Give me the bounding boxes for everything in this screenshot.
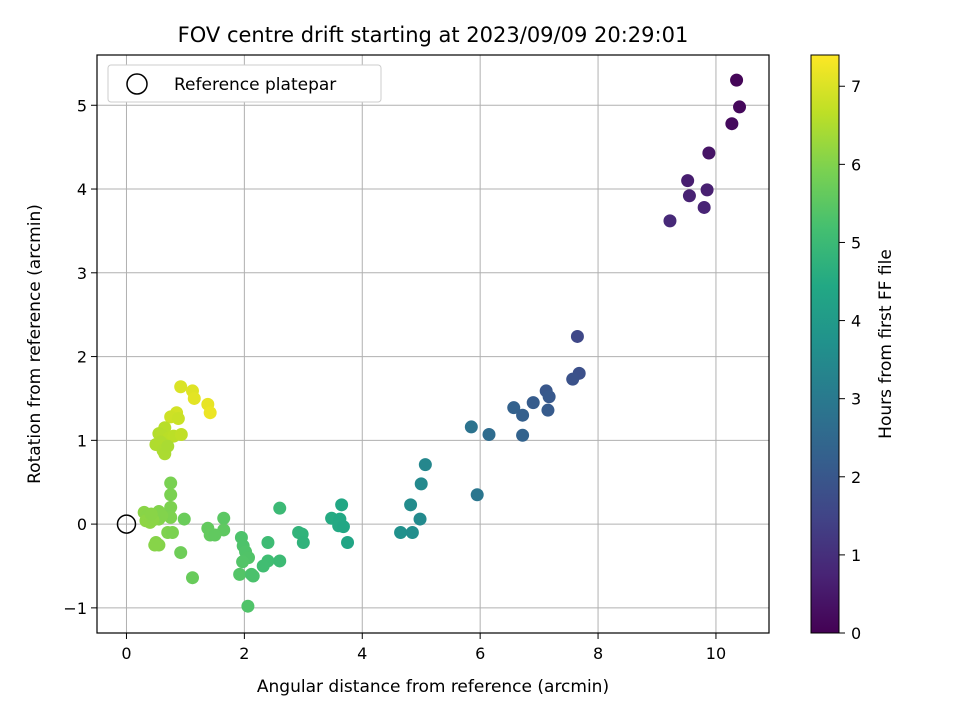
data-point <box>336 520 350 534</box>
y-axis-ticks: −1 0 1 2 3 4 5 <box>63 96 97 618</box>
data-point <box>144 507 158 521</box>
legend: Reference platepar <box>107 64 382 103</box>
data-point <box>335 498 349 512</box>
legend-label: Reference platepar <box>174 75 336 95</box>
x-axis-label: Angular distance from reference (arcmin) <box>257 677 609 697</box>
data-point <box>418 458 432 472</box>
data-point <box>296 536 310 550</box>
data-point <box>164 476 178 490</box>
y-tick-label: 5 <box>77 96 87 115</box>
data-point <box>203 406 217 420</box>
colorbar-tick-label: 7 <box>851 77 861 96</box>
data-point <box>702 146 716 160</box>
colorbar-tick-label: 2 <box>851 468 861 487</box>
y-tick-label: 0 <box>77 515 87 534</box>
data-point <box>233 567 247 581</box>
reference-point-marker <box>116 514 137 534</box>
data-point <box>730 73 744 87</box>
data-point <box>566 372 580 386</box>
colorbar-tick-label: 5 <box>851 233 861 252</box>
data-point <box>165 525 179 539</box>
data-point <box>542 390 556 404</box>
data-point <box>516 408 530 422</box>
data-point <box>261 536 275 550</box>
data-point <box>697 200 711 214</box>
legend-box <box>107 64 382 103</box>
data-point <box>394 525 408 539</box>
data-point <box>161 439 175 453</box>
x-tick-label: 6 <box>475 644 485 663</box>
data-point <box>148 538 162 552</box>
data-point <box>177 512 191 526</box>
x-tick-label: 4 <box>357 644 367 663</box>
y-tick-label: 2 <box>77 348 87 367</box>
data-point <box>241 599 255 613</box>
data-point <box>725 117 739 131</box>
data-point <box>341 536 355 550</box>
data-point <box>164 500 178 514</box>
data-point <box>174 380 188 394</box>
y-tick-label: 3 <box>77 264 87 283</box>
colorbar-tick-label: 4 <box>851 312 861 331</box>
y-axis-label: Rotation from reference (arcmin) <box>25 204 45 484</box>
data-point <box>663 214 677 228</box>
scatter-points <box>137 73 747 613</box>
data-point <box>482 427 496 441</box>
x-tick-label: 8 <box>593 644 603 663</box>
data-point <box>526 396 540 410</box>
data-point <box>164 488 178 502</box>
colorbar-tick-label: 3 <box>851 390 861 409</box>
data-point <box>682 189 696 203</box>
data-point <box>700 183 714 197</box>
data-point <box>246 569 260 583</box>
colorbar-label: Hours from first FF file <box>876 249 896 439</box>
data-point <box>273 554 287 568</box>
chart-title: FOV centre drift starting at 2023/09/09 … <box>178 23 689 47</box>
data-point <box>464 420 478 434</box>
data-point <box>733 100 747 114</box>
data-point <box>681 174 695 188</box>
data-point <box>208 528 222 542</box>
x-tick-label: 2 <box>239 644 249 663</box>
data-point <box>507 401 521 415</box>
data-point <box>236 555 250 569</box>
data-point <box>217 511 231 525</box>
colorbar-tick-label: 6 <box>851 155 861 174</box>
data-point <box>185 571 199 585</box>
data-point <box>516 428 530 442</box>
colorbar <box>810 54 840 634</box>
grid-lines <box>97 55 769 633</box>
data-point <box>187 391 201 405</box>
y-tick-label: −1 <box>63 599 87 618</box>
data-point <box>171 412 185 426</box>
y-tick-label: 1 <box>77 431 87 450</box>
plot-frame <box>96 54 770 634</box>
data-point <box>470 488 484 502</box>
data-point <box>256 559 270 573</box>
x-tick-label: 10 <box>706 644 726 663</box>
legend-marker <box>126 73 148 95</box>
data-point <box>570 329 584 343</box>
colorbar-ticks: 0 1 2 3 4 5 6 7 <box>839 77 861 643</box>
colorbar-tick-label: 1 <box>851 546 861 565</box>
colorbar-tick-label: 0 <box>851 624 861 643</box>
data-point <box>273 501 287 515</box>
data-point <box>413 512 427 526</box>
data-point <box>404 498 418 512</box>
data-point <box>414 477 428 491</box>
x-tick-label: 0 <box>121 644 131 663</box>
data-point <box>541 403 555 417</box>
data-point <box>174 427 188 441</box>
data-point <box>405 525 419 539</box>
data-point <box>174 546 188 560</box>
y-tick-label: 4 <box>77 180 87 199</box>
x-axis-ticks: 0 2 4 6 8 10 <box>121 633 726 663</box>
